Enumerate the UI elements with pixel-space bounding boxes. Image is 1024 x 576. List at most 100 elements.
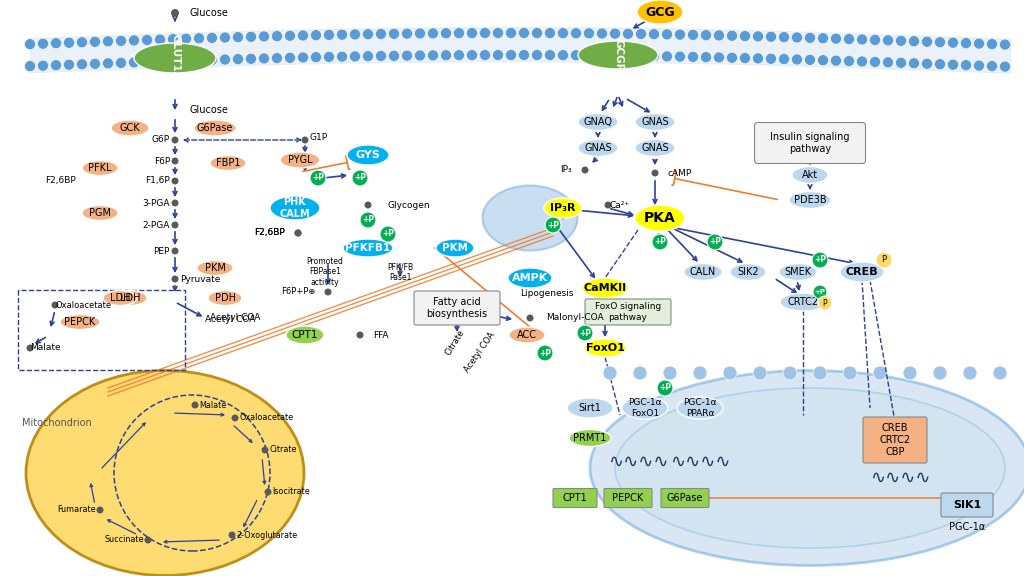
Text: Promoted
FBPase1
activity: Promoted FBPase1 activity xyxy=(306,257,343,287)
Circle shape xyxy=(271,31,283,41)
Circle shape xyxy=(961,60,972,71)
FancyBboxPatch shape xyxy=(755,123,865,164)
Text: GYS: GYS xyxy=(355,150,381,160)
Circle shape xyxy=(264,488,271,495)
Text: ∿∿∿∿: ∿∿∿∿ xyxy=(869,469,930,487)
Circle shape xyxy=(844,33,854,44)
FancyBboxPatch shape xyxy=(662,488,709,507)
Circle shape xyxy=(362,29,374,40)
Circle shape xyxy=(753,31,764,42)
Circle shape xyxy=(999,39,1011,50)
Ellipse shape xyxy=(582,278,628,298)
Circle shape xyxy=(883,57,894,68)
Circle shape xyxy=(805,32,815,43)
Circle shape xyxy=(25,60,36,71)
Circle shape xyxy=(376,51,386,62)
Text: ∿∿∿∿: ∿∿∿∿ xyxy=(670,453,730,471)
Circle shape xyxy=(360,212,376,228)
Circle shape xyxy=(545,217,561,233)
Ellipse shape xyxy=(26,370,304,575)
Circle shape xyxy=(963,366,977,380)
Text: PFK/FB
Pase1: PFK/FB Pase1 xyxy=(387,262,413,282)
Ellipse shape xyxy=(82,161,118,176)
Text: CPT1: CPT1 xyxy=(292,330,318,340)
Circle shape xyxy=(662,29,673,40)
Circle shape xyxy=(376,28,386,40)
Circle shape xyxy=(194,33,205,44)
Circle shape xyxy=(298,30,308,41)
Text: PKM: PKM xyxy=(442,243,468,253)
Circle shape xyxy=(869,35,881,46)
Circle shape xyxy=(651,169,658,176)
Circle shape xyxy=(232,54,244,65)
Circle shape xyxy=(876,252,892,268)
Circle shape xyxy=(301,137,308,143)
Text: FFA: FFA xyxy=(373,331,388,339)
Text: PEPCK: PEPCK xyxy=(65,317,95,327)
Circle shape xyxy=(700,52,712,63)
Circle shape xyxy=(856,34,867,45)
Circle shape xyxy=(324,51,335,62)
Text: PDE3B: PDE3B xyxy=(794,195,826,205)
Circle shape xyxy=(191,401,199,408)
Ellipse shape xyxy=(792,166,828,184)
Ellipse shape xyxy=(578,139,618,157)
Ellipse shape xyxy=(436,239,474,257)
Circle shape xyxy=(155,56,166,67)
Text: F2,6BP: F2,6BP xyxy=(45,176,76,184)
Circle shape xyxy=(171,248,178,255)
Text: P: P xyxy=(822,298,827,308)
Circle shape xyxy=(440,50,452,60)
Text: GNAS: GNAS xyxy=(641,117,669,127)
Circle shape xyxy=(652,234,668,250)
Circle shape xyxy=(298,52,308,63)
Circle shape xyxy=(246,54,256,65)
Circle shape xyxy=(325,289,332,295)
Text: PGC-1α
FoxO1: PGC-1α FoxO1 xyxy=(628,398,662,418)
Circle shape xyxy=(310,170,326,186)
Text: Akt: Akt xyxy=(802,170,818,180)
Circle shape xyxy=(349,29,360,40)
Text: Insulin signaling
pathway: Insulin signaling pathway xyxy=(770,132,850,154)
Ellipse shape xyxy=(194,120,236,136)
Circle shape xyxy=(707,234,723,250)
Circle shape xyxy=(947,37,958,48)
FancyBboxPatch shape xyxy=(941,493,993,517)
Circle shape xyxy=(285,31,296,41)
Circle shape xyxy=(609,50,621,61)
Circle shape xyxy=(102,36,114,47)
Ellipse shape xyxy=(637,0,683,24)
Text: Sirt1: Sirt1 xyxy=(579,403,601,413)
Text: G6P: G6P xyxy=(152,135,170,145)
Ellipse shape xyxy=(840,262,884,282)
Text: +P: +P xyxy=(654,237,666,247)
Circle shape xyxy=(271,52,283,63)
Ellipse shape xyxy=(635,205,685,231)
Text: G6Pase: G6Pase xyxy=(667,493,703,503)
Circle shape xyxy=(908,36,920,47)
Text: +P: +P xyxy=(579,328,591,338)
Text: PKA: PKA xyxy=(644,211,676,225)
Circle shape xyxy=(813,366,827,380)
Circle shape xyxy=(604,202,611,209)
Circle shape xyxy=(518,50,529,60)
Ellipse shape xyxy=(197,260,233,275)
Text: G6Pase: G6Pase xyxy=(197,123,233,133)
Circle shape xyxy=(171,157,178,165)
Text: GCGR: GCGR xyxy=(613,39,623,71)
Circle shape xyxy=(96,506,103,513)
Text: PEP: PEP xyxy=(154,247,170,256)
Circle shape xyxy=(171,137,178,143)
Circle shape xyxy=(557,28,568,39)
Circle shape xyxy=(171,9,179,17)
Text: PGM: PGM xyxy=(89,208,111,218)
Circle shape xyxy=(219,32,230,43)
Circle shape xyxy=(687,29,698,40)
Circle shape xyxy=(171,222,178,229)
Circle shape xyxy=(869,56,881,67)
Circle shape xyxy=(356,332,364,339)
Ellipse shape xyxy=(347,145,389,165)
Circle shape xyxy=(261,446,268,453)
Ellipse shape xyxy=(508,268,552,288)
Text: AMPK: AMPK xyxy=(512,273,548,283)
